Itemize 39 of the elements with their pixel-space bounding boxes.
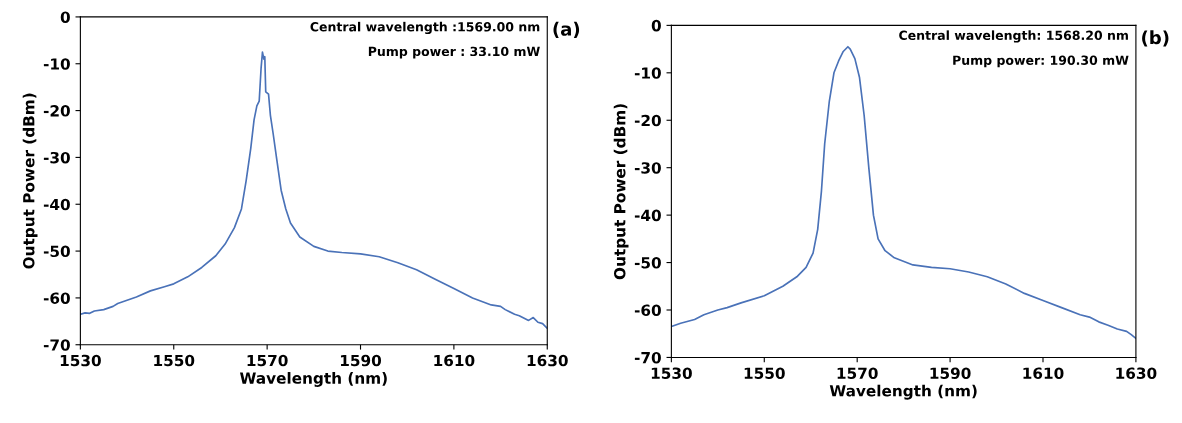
x-tick-label: 1570 [247,354,288,367]
x-tick-label: 1590 [930,367,971,379]
y-tick-label: -30 [634,162,661,174]
x-tick-label: 1630 [527,354,568,367]
annotation: Pump power: 190.30 mW [953,55,1129,68]
y-tick-label: -40 [634,209,661,222]
x-axis-title: Wavelength (nm) [239,372,387,387]
y-tick-label: 0 [60,11,70,23]
y-tick-label: -70 [634,351,661,364]
x-tick-label: 1570 [837,367,878,379]
y-axis-title: Output Power (dBm) [613,104,629,280]
y-tick-label: -60 [43,292,70,304]
text: (b) [1142,30,1169,47]
x-tick-label: 1630 [1116,367,1157,379]
y-tick-label: -10 [43,58,70,70]
y-tick-label: -50 [43,245,70,258]
y-tick-label: -10 [634,67,661,79]
y-tick-label: -50 [634,257,661,269]
x-tick-label: 1550 [154,354,195,367]
y-tick-label: 0 [651,19,661,32]
x-tick-label: 1590 [340,354,382,367]
y-tick-label: -30 [43,151,70,164]
x-tick-label: 1610 [434,354,475,367]
y-axis-title: Output Power (dBm) [22,93,38,269]
y-tick-label: -60 [634,304,661,317]
x-tick-label: 1610 [1023,367,1064,379]
x-axis-title: Wavelength (nm) [829,384,977,400]
line-series [671,45,1136,340]
annotation: Central wavelength :1569.00 nm [310,21,540,35]
y-tick-label: -40 [43,198,70,211]
x-tick-label: 1530 [60,354,101,367]
annotation: Central wavelength: 1568.20 nm [899,30,1128,43]
y-tick-label: -20 [43,105,70,117]
y-tick-label: -20 [634,114,661,127]
x-tick-label: 1530 [651,367,692,379]
y-tick-label: -70 [43,339,70,351]
annotation: Pump power : 33.10 mW [368,46,540,59]
x-tick-label: 1550 [744,367,785,379]
text: (a) [553,21,580,38]
